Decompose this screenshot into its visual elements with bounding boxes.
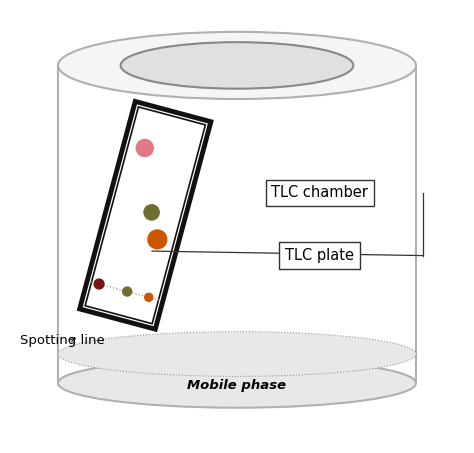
Text: TLC chamber: TLC chamber bbox=[271, 185, 368, 200]
Circle shape bbox=[144, 205, 159, 220]
Text: Spotting line: Spotting line bbox=[20, 334, 105, 347]
Text: TLC plate: TLC plate bbox=[285, 248, 354, 263]
Circle shape bbox=[145, 293, 153, 301]
Polygon shape bbox=[80, 101, 211, 329]
Ellipse shape bbox=[121, 42, 353, 89]
Polygon shape bbox=[58, 65, 416, 383]
Circle shape bbox=[94, 279, 104, 289]
Circle shape bbox=[137, 140, 153, 157]
Circle shape bbox=[123, 287, 132, 296]
Ellipse shape bbox=[58, 32, 416, 99]
Text: Mobile phase: Mobile phase bbox=[187, 379, 287, 392]
Ellipse shape bbox=[58, 332, 416, 376]
Circle shape bbox=[148, 230, 167, 249]
Ellipse shape bbox=[58, 358, 416, 408]
